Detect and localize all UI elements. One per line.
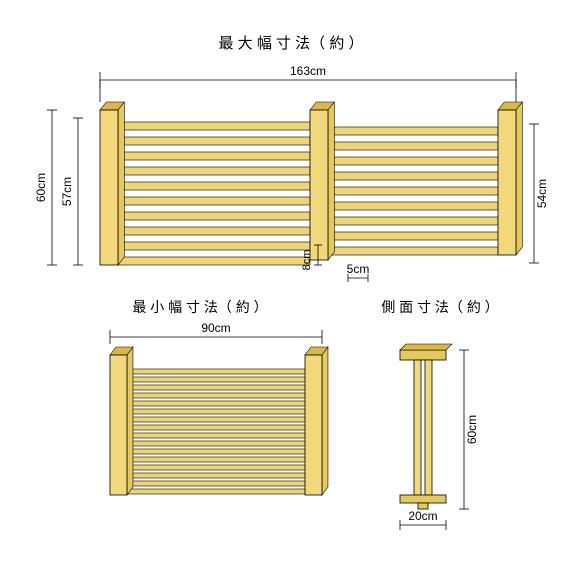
svg-text:57cm: 57cm xyxy=(60,177,74,206)
svg-text:5cm: 5cm xyxy=(347,262,370,276)
svg-text:最 小 幅 寸 法（ 約 ）: 最 小 幅 寸 法（ 約 ） xyxy=(132,299,267,315)
svg-text:側 面 寸 法（ 約 ）: 側 面 寸 法（ 約 ） xyxy=(381,299,498,315)
svg-text:最 大 幅 寸 法（ 約 ）: 最 大 幅 寸 法（ 約 ） xyxy=(218,35,363,52)
svg-text:60cm: 60cm xyxy=(34,173,48,202)
svg-text:163cm: 163cm xyxy=(290,64,326,78)
svg-text:54cm: 54cm xyxy=(535,179,549,208)
svg-text:60cm: 60cm xyxy=(465,415,479,444)
svg-text:20cm: 20cm xyxy=(408,509,437,523)
svg-text:90cm: 90cm xyxy=(201,321,230,335)
svg-text:8cm: 8cm xyxy=(301,250,313,271)
